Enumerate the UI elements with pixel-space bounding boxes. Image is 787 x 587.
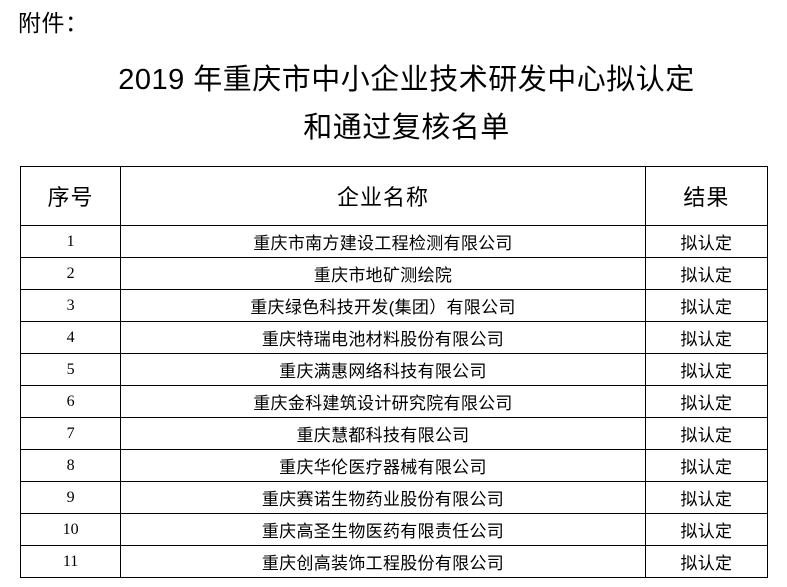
cell-name: 重庆特瑞电池材料股份有限公司	[120, 321, 646, 354]
cell-result: 拟认定	[644, 353, 769, 386]
cell-name: 重庆绿色科技开发(集团）有限公司	[120, 289, 646, 322]
cell-result: 拟认定	[644, 417, 769, 450]
page-title-line-1: 2019 年重庆市中小企业技术研发中心拟认定	[118, 64, 695, 96]
cell-name: 重庆慧都科技有限公司	[120, 417, 646, 450]
cell-seq: 1	[19, 225, 122, 258]
cell-name: 重庆市地矿测绘院	[120, 257, 646, 290]
cell-seq: 2	[19, 257, 122, 290]
cell-result: 拟认定	[644, 225, 769, 258]
cell-seq: 8	[19, 449, 122, 482]
cell-name: 重庆赛诺生物药业股份有限公司	[120, 481, 646, 514]
cell-name: 重庆金科建筑设计研究院有限公司	[120, 385, 646, 418]
cell-result: 拟认定	[644, 321, 769, 354]
cell-name: 重庆高圣生物医药有限责任公司	[120, 513, 646, 546]
enterprise-list-table-container: 序号 企业名称 结果 1 重庆市南方建设工程检测有限公司 拟认定 2 重庆市地矿测绘院拟…	[19, 166, 769, 578]
table-body: 1 重庆市南方建设工程检测有限公司 拟认定 2 重庆市地矿测绘院 拟认定 3 重庆绿色科技开发…	[19, 225, 769, 578]
cell-result: 拟认定	[644, 289, 769, 322]
table-row: 1 重庆市南方建设工程检测有限公司 拟认定	[19, 225, 769, 258]
table-row: 7 重庆慧都科技有限公司 拟认定	[19, 417, 769, 450]
column-header-result: 结果	[644, 166, 769, 226]
cell-result: 拟认定	[644, 257, 769, 290]
column-header-seq: 序号	[19, 166, 122, 226]
table-row: 3 重庆绿色科技开发(集团）有限公司 拟认定	[19, 289, 769, 322]
page-title-line-2: 和通过复核名单	[303, 112, 510, 144]
cell-seq: 11	[19, 545, 122, 578]
table-row: 10 重庆高圣生物医药有限责任公司 拟认定	[19, 513, 769, 546]
cell-seq: 9	[19, 481, 122, 514]
table-header-row: 序号 企业名称 结果	[19, 166, 769, 226]
cell-seq: 7	[19, 417, 122, 450]
cell-result: 拟认定	[644, 449, 769, 482]
cell-seq: 5	[19, 353, 122, 386]
cell-name: 重庆创高装饰工程股份有限公司	[120, 545, 646, 578]
cell-seq: 4	[19, 321, 122, 354]
cell-seq: 10	[19, 513, 122, 546]
cell-seq: 3	[19, 289, 122, 322]
cell-result: 拟认定	[644, 385, 769, 418]
attachment-label: 附件：	[18, 10, 89, 36]
cell-name: 重庆满惠网络科技有限公司	[120, 353, 646, 386]
enterprise-list-table: 序号 企业名称 结果 1 重庆市南方建设工程检测有限公司 拟认定 2 重庆市地矿测绘院拟…	[19, 166, 769, 578]
cell-name: 重庆市南方建设工程检测有限公司	[120, 225, 646, 258]
table-row: 9 重庆赛诺生物药业股份有限公司 拟认定	[19, 481, 769, 514]
table-row: 2 重庆市地矿测绘院 拟认定	[19, 257, 769, 290]
cell-name: 重庆华伦医疗器械有限公司	[120, 449, 646, 482]
column-header-name: 企业名称	[120, 166, 646, 226]
cell-result: 拟认定	[644, 481, 769, 514]
table-row: 5 重庆满惠网络科技有限公司 拟认定	[19, 353, 769, 386]
cell-seq: 6	[19, 385, 122, 418]
table-row: 8 重庆华伦医疗器械有限公司 拟认定	[19, 449, 769, 482]
table-row: 11 重庆创高装饰工程股份有限公司 拟认定	[19, 545, 769, 578]
cell-result: 拟认定	[644, 513, 769, 546]
cell-result: 拟认定	[644, 545, 769, 578]
page-title: 2019 年重庆市中小企业技术研发中心拟认定 和通过复核名单	[0, 56, 787, 152]
table-row: 6 重庆金科建筑设计研究院有限公司 拟认定	[19, 385, 769, 418]
table-row: 4 重庆特瑞电池材料股份有限公司 拟认定	[19, 321, 769, 354]
table-header: 序号 企业名称 结果	[19, 166, 769, 226]
